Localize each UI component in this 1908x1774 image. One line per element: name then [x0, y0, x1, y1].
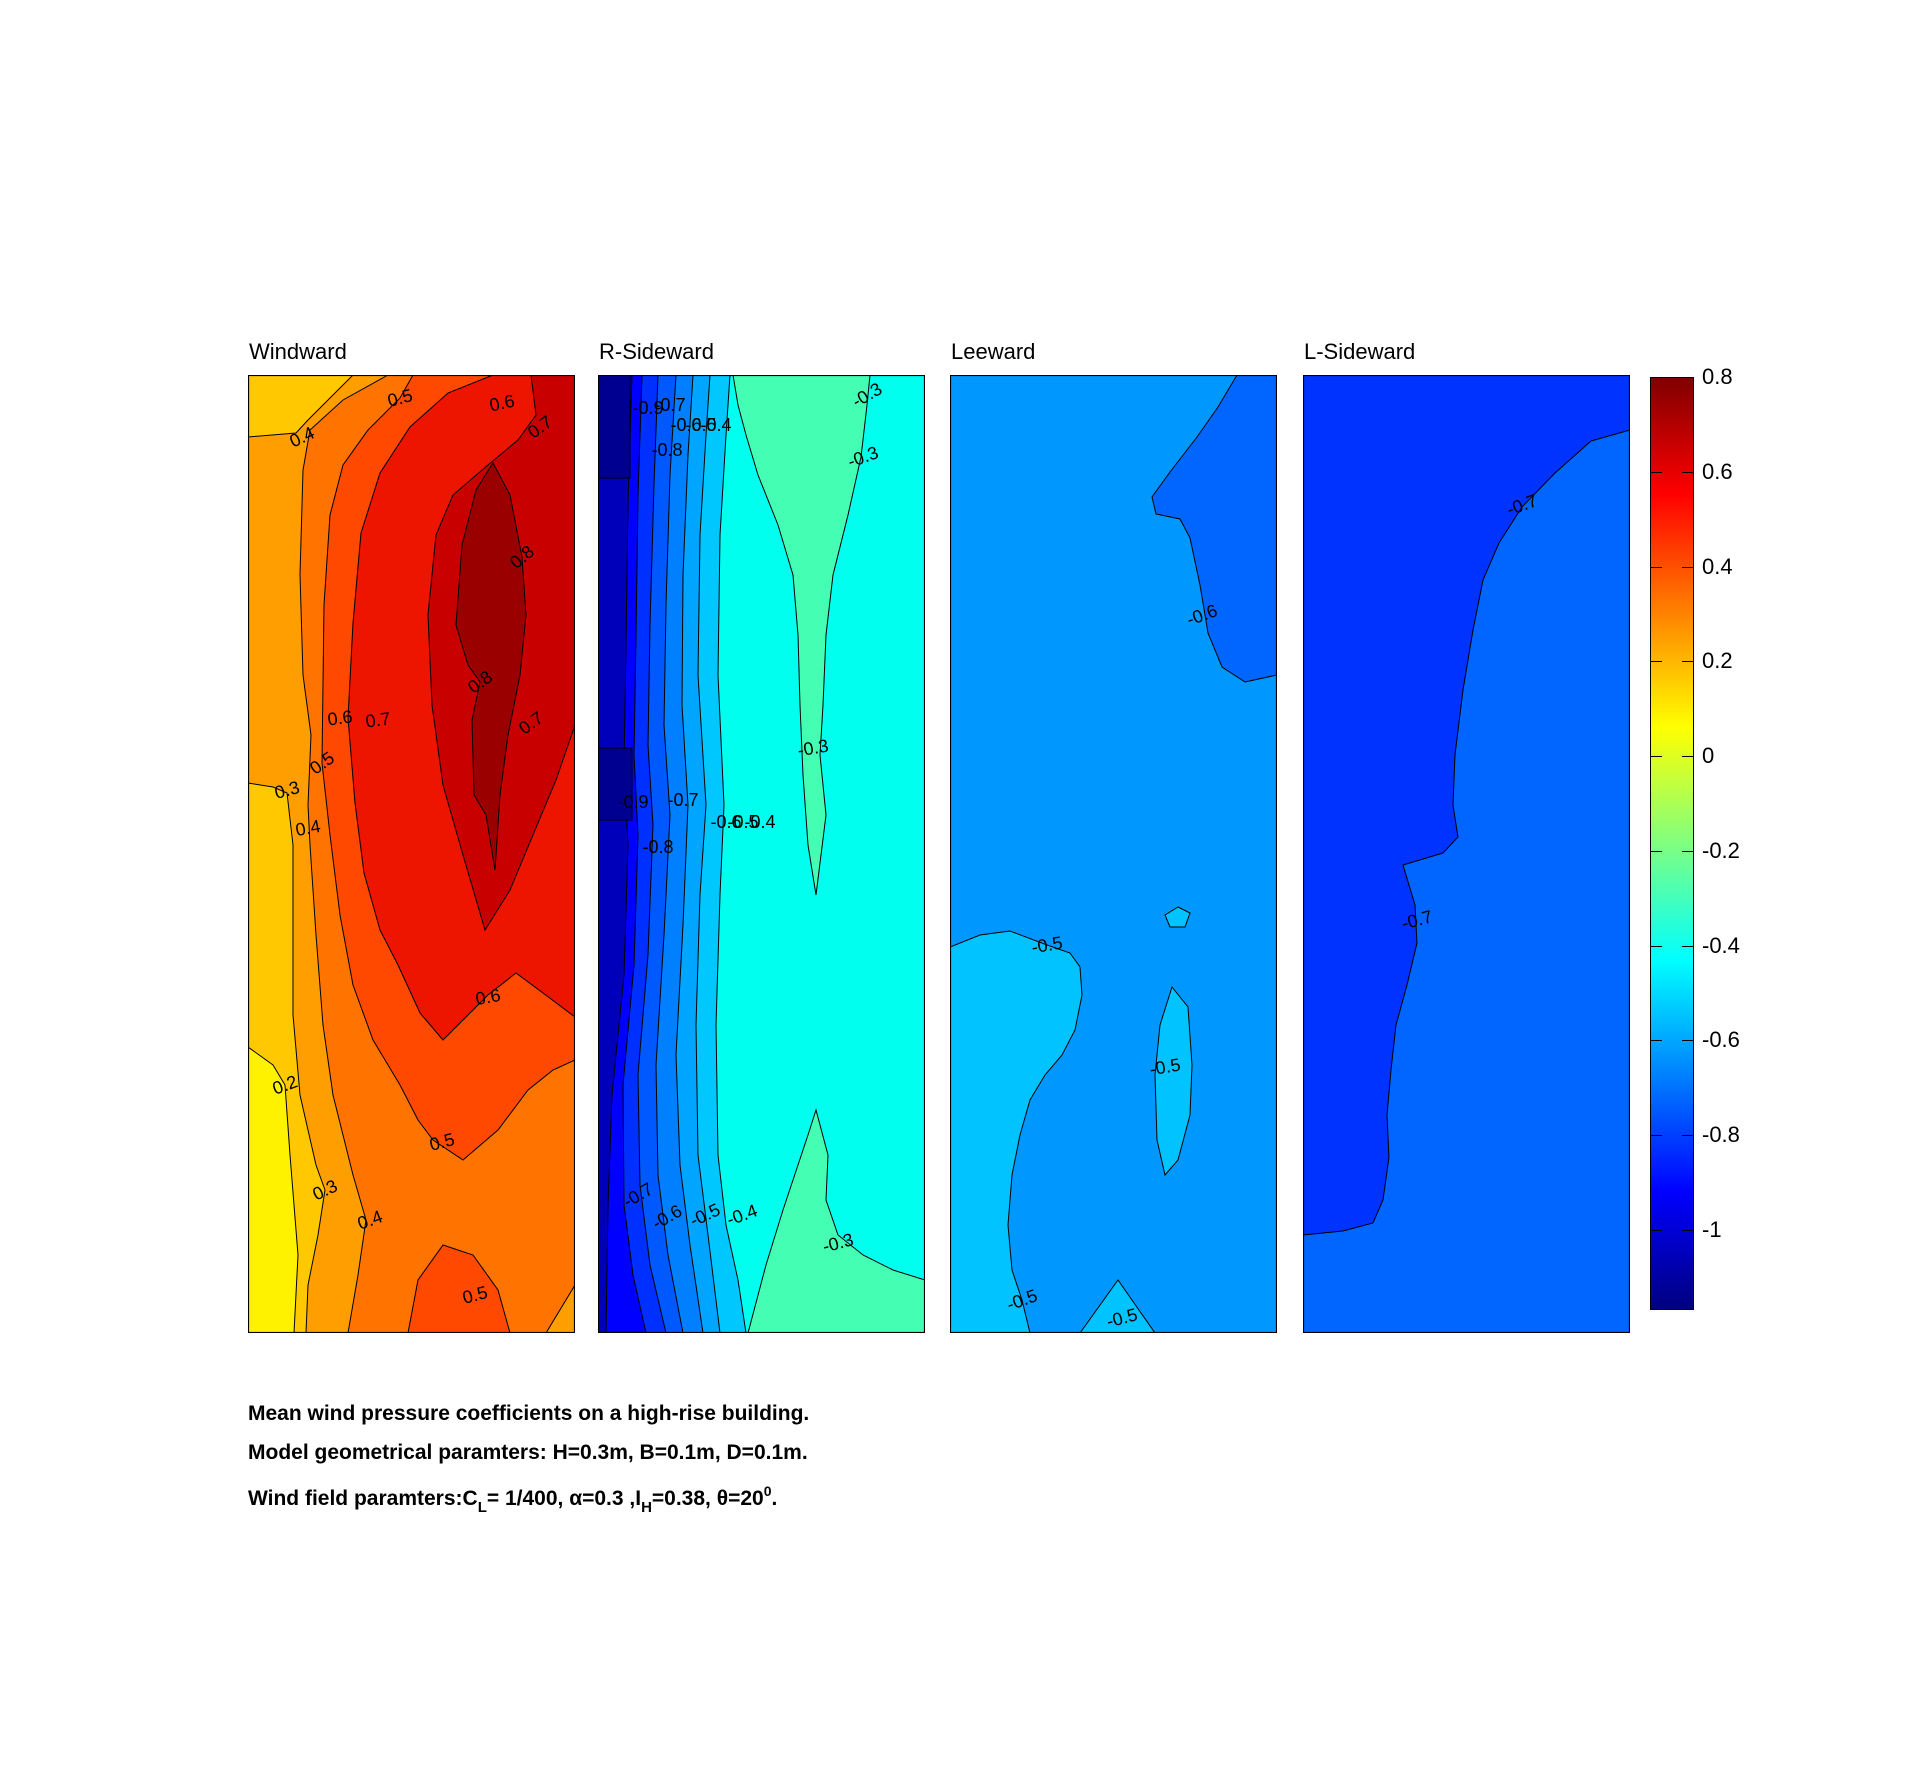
contour-band: [1151, 374, 1278, 683]
colorbar-tick-label: -0.6: [1702, 1027, 1740, 1052]
panel-border: [949, 374, 1278, 1334]
contour-panel-l-sideward: -0.7 -0.7: [1302, 374, 1631, 1334]
caption-text: .: [771, 1487, 778, 1510]
panel-border: [247, 374, 576, 1334]
colorbar-tick-label: 0.8: [1702, 364, 1733, 389]
colorbar-tick: [1682, 661, 1693, 662]
contour-label: -0.9: [632, 398, 663, 418]
panel-title-leeward: Leeward: [951, 339, 1036, 364]
contour-label: 0.7: [364, 708, 392, 731]
colorbar-tick: [1651, 661, 1662, 662]
colorbar-tick-label: -0.4: [1702, 933, 1740, 958]
colorbar-tick: [1651, 851, 1662, 852]
contour-plot-r-sideward: -0.3-0.9-0.7-0.6-0.5-0.4-0.8 -0.3-0.3-0.9…: [597, 374, 926, 1334]
contour-label: -0.6: [710, 812, 741, 832]
contour-panel-r-sideward: -0.3 -0.9 -0.7 -0.6 -0.5 -0.4 -0.8 -0.3 -0.3 -0.9…: [597, 374, 926, 1334]
colorbar-tick: [1651, 472, 1662, 473]
caption-text: θ=20: [716, 1487, 764, 1510]
colorbar-tick-label: -0.2: [1702, 838, 1740, 863]
colorbar-tick: [1682, 851, 1693, 852]
colorbar-tick-label: 0.4: [1702, 554, 1733, 579]
contour-label: 0.4: [294, 816, 322, 840]
caption-line-2: Model geometrical paramters: H=0.3m, B=0…: [248, 1441, 808, 1464]
caption-text: α=0.3 ,I: [569, 1487, 642, 1510]
colorbar-tick-label: 0.6: [1702, 459, 1733, 484]
contour-label: -0.7: [667, 790, 698, 810]
colorbar-tick-label: 0: [1702, 743, 1715, 768]
colorbar-tick: [1651, 1230, 1662, 1231]
contour-band: [1154, 985, 1193, 1177]
caption-text: =0.38,: [651, 1487, 717, 1510]
colorbar-gradient: [1650, 377, 1694, 1310]
panel-border: [1302, 374, 1631, 1334]
contour-band: [949, 930, 1083, 1334]
colorbar-tick: [1651, 946, 1662, 947]
contour-label: 0.6: [474, 985, 502, 1009]
contour-band: [455, 462, 527, 871]
colorbar-tick: [1682, 756, 1693, 757]
contour-plot-windward: 0.40.5 0.60.70.80.80.6 0.7 0.70.50.30.40.60…: [247, 374, 576, 1334]
panel-border: [597, 374, 926, 1334]
contour-plot-l-sideward: -0.7-0.7: [1302, 374, 1631, 1334]
colorbar-tick: [1682, 1040, 1693, 1041]
colorbar-tick-label: -0.8: [1702, 1122, 1740, 1147]
contour-panel-windward: 0.4 0.5 0.6 0.7 0.8 0.8 0.6 0.7 0.7 0.5 0.3 0.4 0.6 0…: [247, 374, 576, 1334]
caption-subscript: H: [641, 1499, 652, 1516]
caption-subscript: L: [477, 1499, 487, 1516]
contour-label: -0.5: [727, 812, 758, 832]
colorbar-tick-label: 0.2: [1702, 648, 1733, 673]
colorbar-tick: [1651, 756, 1662, 757]
contour-panel-leeward: -0.6 -0.5 -0.5 -0.5 -0.5: [949, 374, 1278, 1334]
caption-text: = 1/400,: [486, 1487, 570, 1510]
colorbar-tick-label: -1: [1702, 1217, 1722, 1242]
colorbar-tick: [1682, 1135, 1693, 1136]
contour-band: [1302, 374, 1631, 1236]
contour-label: 0.6: [326, 706, 354, 729]
caption-text: Wind field paramters:C: [248, 1487, 478, 1510]
contour-label: -0.6: [670, 415, 701, 435]
contour-label: -0.5: [685, 415, 716, 435]
contour-label: -0.4: [744, 812, 775, 832]
caption-line-3: Wind field paramters:CL= 1/400, α=0.3 ,I…: [248, 1472, 809, 1527]
colorbar-tick: [1651, 567, 1662, 568]
colorbar-tick: [1682, 946, 1693, 947]
colorbar-tick: [1682, 567, 1693, 568]
panel-title-r-sideward: R-Sideward: [599, 339, 714, 364]
contour-label: -0.4: [700, 415, 731, 435]
figure-caption: Mean wind pressure coefficients on a hig…: [248, 1394, 809, 1527]
contour-label: -0.8: [642, 837, 673, 857]
contour-plot-leeward: -0.6-0.5-0.5-0.5-0.5: [949, 374, 1278, 1334]
contour-band: [1164, 906, 1191, 928]
contour-band: [597, 374, 631, 479]
colorbar-tick: [1651, 1040, 1662, 1041]
contour-label: -0.8: [651, 440, 682, 460]
contour-label: -0.7: [654, 395, 685, 415]
caption-superscript: 0: [763, 1483, 772, 1499]
caption-line-1: Mean wind pressure coefficients on a hig…: [248, 1402, 810, 1425]
contour-label: -0.9: [617, 792, 648, 812]
panel-title-windward: Windward: [249, 339, 347, 364]
contour-band: [732, 374, 871, 896]
colorbar-tick: [1682, 472, 1693, 473]
panel-title-l-sideward: L-Sideward: [1304, 339, 1416, 364]
colorbar-tick: [1682, 1230, 1693, 1231]
colorbar-tick: [1651, 1135, 1662, 1136]
